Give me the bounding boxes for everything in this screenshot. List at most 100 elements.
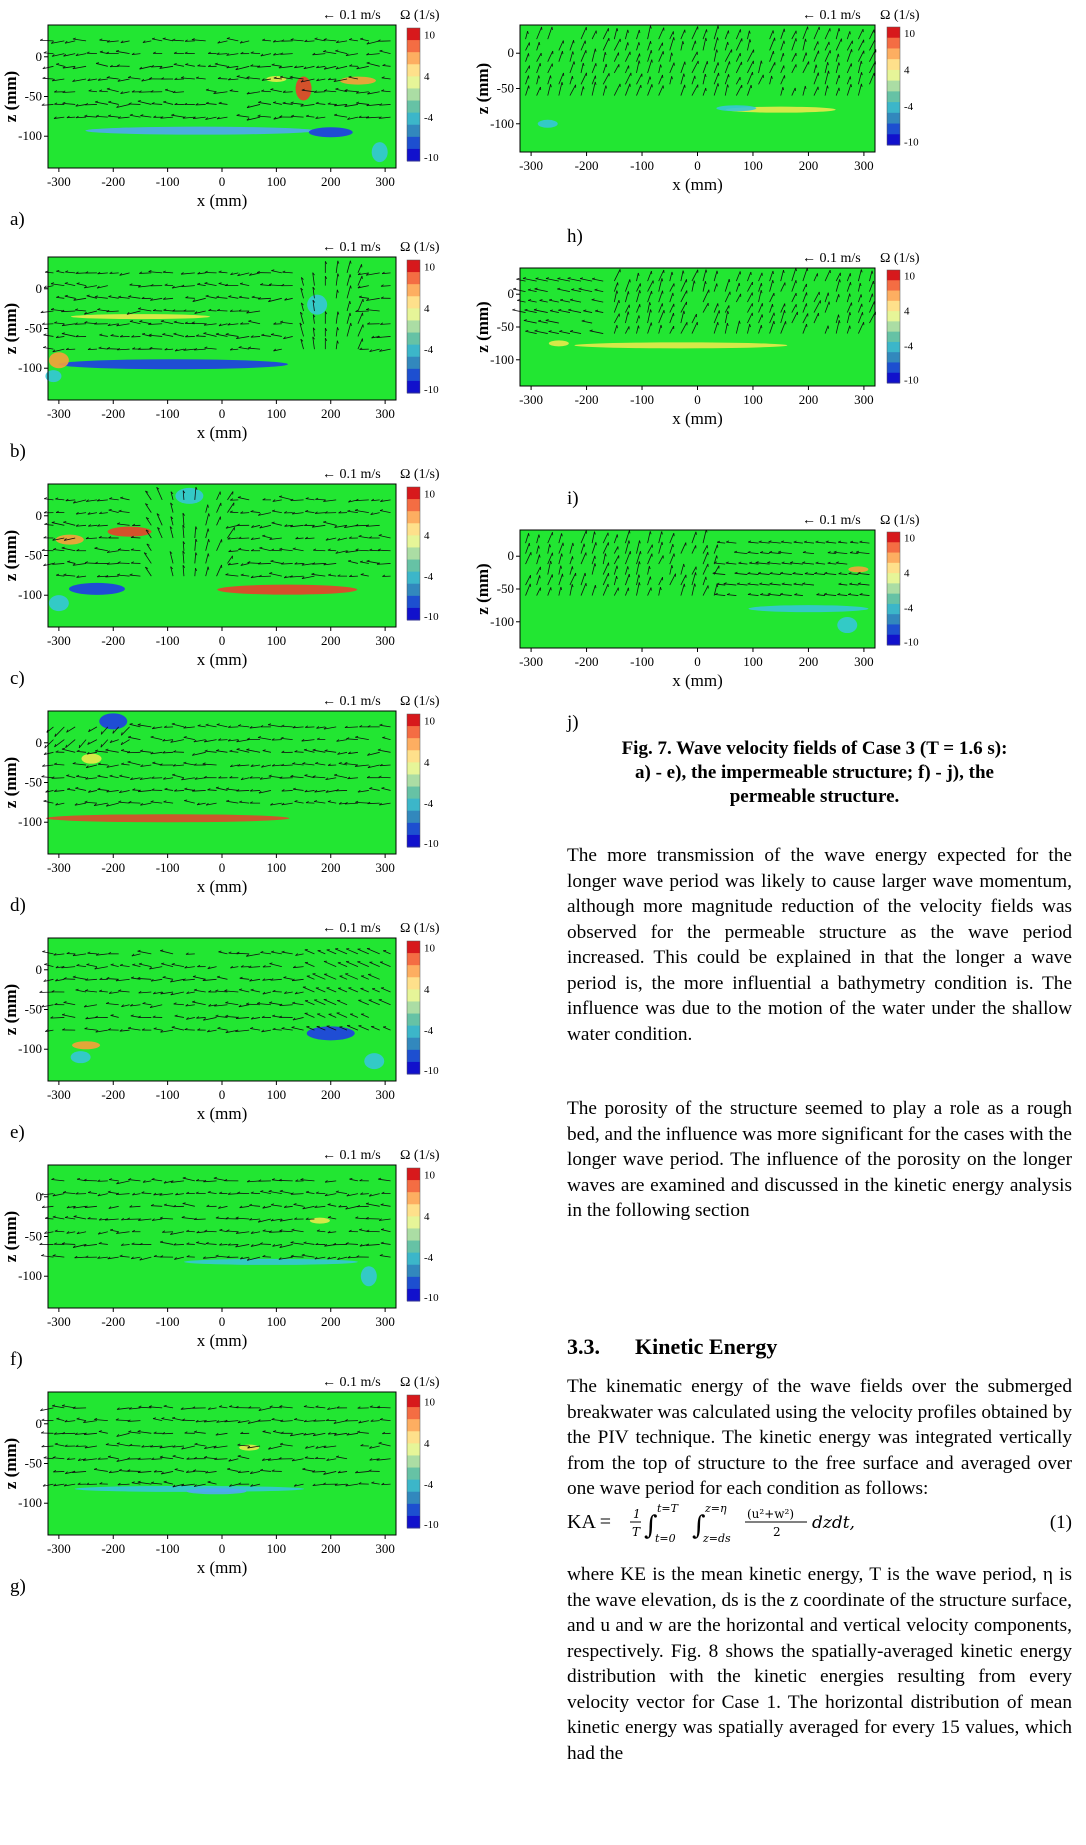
eq-lhs: KA = xyxy=(567,1511,611,1533)
y-tick-label: -100 xyxy=(18,1495,42,1510)
x-axis-title: x (mm) xyxy=(197,191,248,210)
x-tick-label: 200 xyxy=(799,654,819,669)
panel-f: ← 0.1 m/s Ω (1/s) -300 -200 -100 0 100 200 300 x … xyxy=(0,1140,540,1355)
x-tick-label: -100 xyxy=(156,174,180,189)
x-tick-label: -100 xyxy=(630,654,654,669)
y-tick-label: 0 xyxy=(508,548,515,563)
y-axis-title: z (mm) xyxy=(1,71,20,122)
velocity-vectors xyxy=(41,486,391,580)
panel-label-c: c) xyxy=(10,668,25,689)
x-tick-label: -200 xyxy=(101,406,125,421)
plot-area xyxy=(40,1392,396,1535)
x-tick-label: 200 xyxy=(321,633,341,648)
panel-j: ← 0.1 m/s Ω (1/s) -300 -200 -100 0 100 200 300 x … xyxy=(470,505,1086,723)
scale-label: ← 0.1 m/s xyxy=(322,240,381,255)
x-tick-label: 0 xyxy=(694,392,701,407)
velocity-field-b: ← 0.1 m/s Ω (1/s)-300 -200 -100 0 100 200 300x … xyxy=(1,240,440,442)
panel-label-a: a) xyxy=(10,209,25,230)
y-tick-label: -100 xyxy=(490,614,514,629)
x-axis-title: x (mm) xyxy=(672,175,723,194)
velocity-vectors xyxy=(40,1404,391,1488)
velocity-field-j: ← 0.1 m/s Ω (1/s)-300 -200 -100 0 100 200 300x … xyxy=(473,513,920,690)
y-tick-label: -50 xyxy=(25,1002,42,1017)
x-axis-title: x (mm) xyxy=(672,409,723,428)
panel-b: ← 0.1 m/s Ω (1/s) -300 -200 -100 0 100 200 300 x … xyxy=(0,232,540,447)
colorbar xyxy=(406,259,421,394)
colorbar-tick-label: 4 xyxy=(904,306,910,318)
x-tick-label: -300 xyxy=(519,392,543,407)
scale-label: ← 0.1 m/s xyxy=(322,1375,381,1390)
integral-2-icon: ∫ xyxy=(692,1511,706,1541)
plot-area xyxy=(520,25,877,152)
x-tick-label: -200 xyxy=(101,860,125,875)
field-background xyxy=(48,938,396,1081)
velocity-field-a: ← 0.1 m/s Ω (1/s)-300 -200 -100 0 100 200 300x … xyxy=(1,8,440,210)
colorbar-tick-label: -4 xyxy=(904,101,914,113)
x-tick-label: 0 xyxy=(219,860,226,875)
caption-line-2: a) - e), the impermeable structure; f) -… xyxy=(635,762,994,783)
panel-c: ← 0.1 m/s Ω (1/s) -300 -200 -100 0 100 200 300 x … xyxy=(0,459,540,674)
colorbar-tick-label: -10 xyxy=(424,1519,439,1531)
colorbar-tick-label: -10 xyxy=(424,384,439,396)
panel-label-f: f) xyxy=(10,1349,23,1370)
scale-label: ← 0.1 m/s xyxy=(322,921,381,936)
y-tick-label: -100 xyxy=(490,116,514,131)
colorbar-tick-label: 4 xyxy=(424,71,430,83)
eq-integrand-num: (u²+w²) xyxy=(747,1507,794,1521)
panel-i: ← 0.1 m/s Ω (1/s) -300 -200 -100 0 100 200 300 x … xyxy=(470,243,1086,461)
colorbar-tick-label: 4 xyxy=(904,64,910,76)
panel-label-i: i) xyxy=(567,488,579,509)
scale-label: ← 0.1 m/s xyxy=(802,513,861,528)
panel-e: ← 0.1 m/s Ω (1/s) -300 -200 -100 0 100 200 300 x … xyxy=(0,913,540,1128)
colorbar-tick-label: 10 xyxy=(424,262,436,274)
x-tick-label: 300 xyxy=(854,158,874,173)
x-tick-label: 300 xyxy=(375,406,395,421)
panel-label-e: e) xyxy=(10,1122,25,1143)
colorbar-title: Ω (1/s) xyxy=(400,694,440,709)
field-background xyxy=(48,25,396,168)
section-heading: 3.3. Kinetic Energy xyxy=(567,1334,777,1360)
velocity-vectors xyxy=(512,267,876,334)
paragraph-3: The kinematic energy of the wave fields … xyxy=(567,1376,1072,1499)
colorbar-tick-label: 10 xyxy=(424,943,436,955)
x-axis-title: x (mm) xyxy=(197,650,248,669)
section-number: 3.3. xyxy=(567,1334,600,1359)
scale-label: ← 0.1 m/s xyxy=(322,694,381,709)
x-tick-label: 0 xyxy=(219,174,226,189)
colorbar-tick-label: -4 xyxy=(904,341,914,353)
y-tick-label: -50 xyxy=(497,81,514,96)
plot-area xyxy=(520,529,875,648)
colorbar-tick-label: 10 xyxy=(424,489,436,501)
x-tick-label: -200 xyxy=(101,1314,125,1329)
left-figure-column: ← 0.1 m/s Ω (1/s) -300 -200 -100 0 100 200 300 x … xyxy=(0,0,540,1845)
velocity-field-f: ← 0.1 m/s Ω (1/s)-300 -200 -100 0 100 200 300x … xyxy=(1,1148,440,1350)
colorbar-title: Ω (1/s) xyxy=(880,513,920,528)
x-tick-label: 300 xyxy=(375,633,395,648)
y-tick-label: 0 xyxy=(508,45,515,60)
panel-label-b: b) xyxy=(10,441,26,462)
velocity-vectors xyxy=(40,260,391,353)
scale-label: ← 0.1 m/s xyxy=(802,8,861,23)
panel-a: ← 0.1 m/s Ω (1/s) -300 -200 -100 0 100 200 300 x … xyxy=(0,0,540,215)
x-tick-label: -200 xyxy=(101,1087,125,1102)
field-background xyxy=(48,1392,396,1535)
x-tick-label: 100 xyxy=(267,1087,287,1102)
x-tick-label: 0 xyxy=(219,1087,226,1102)
velocity-field-i: ← 0.1 m/s Ω (1/s)-300 -200 -100 0 100 200 300x … xyxy=(473,251,920,428)
colorbar-tick-label: -10 xyxy=(424,838,439,850)
x-tick-label: 200 xyxy=(799,158,819,173)
y-axis-title: z (mm) xyxy=(473,63,492,114)
paragraph-1: The more transmission of the wave energy… xyxy=(567,845,1072,1045)
y-tick-label: 0 xyxy=(508,286,515,301)
equation-graphic: KA = 1 T ∫ t=T t=0 ∫ z=η z=ds (u²+w²) 2 … xyxy=(567,1502,855,1545)
colorbar-tick-label: -10 xyxy=(424,1292,439,1304)
plot-area xyxy=(40,257,396,400)
field-background xyxy=(520,530,875,648)
velocity-vectors xyxy=(41,722,391,807)
colorbar xyxy=(406,27,421,162)
velocity-field-e: ← 0.1 m/s Ω (1/s)-300 -200 -100 0 100 200 300x … xyxy=(1,921,440,1123)
colorbar xyxy=(406,1394,421,1529)
integral-1-icon: ∫ xyxy=(644,1511,658,1541)
field-background xyxy=(48,257,396,400)
colorbar-title: Ω (1/s) xyxy=(880,251,920,266)
